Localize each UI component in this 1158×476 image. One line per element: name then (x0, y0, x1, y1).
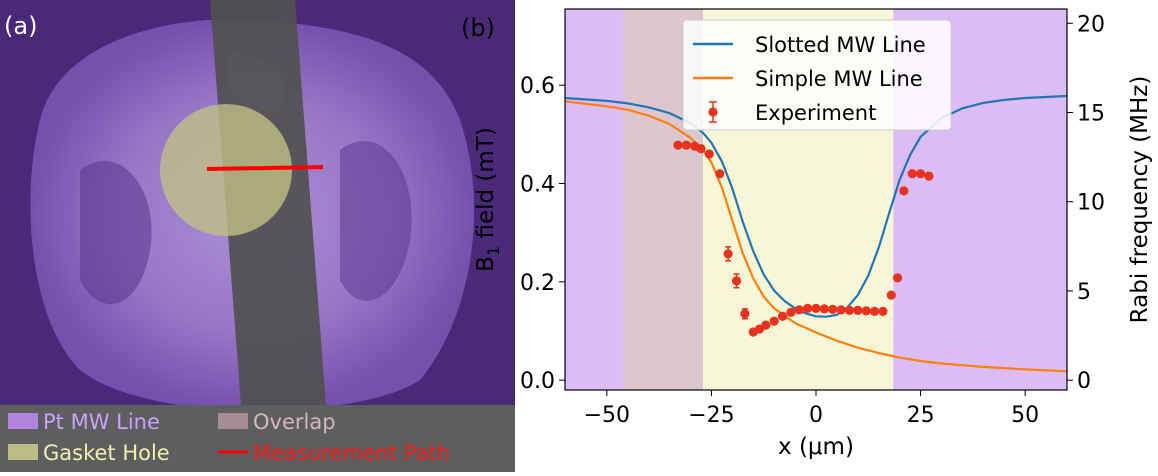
y-tick-label: 0.2 (520, 271, 555, 296)
y-right-tick-label: 5 (1077, 280, 1091, 305)
y-tick-label: 0.4 (520, 173, 555, 198)
data-point (819, 304, 829, 314)
data-point (828, 304, 838, 314)
legend-label-a: Gasket Hole (43, 441, 170, 465)
y-right-tick-label: 0 (1077, 369, 1091, 394)
data-point (681, 140, 691, 150)
data-point (731, 276, 742, 286)
y-right-axis-label: Rabi frequency (MHz) (1127, 76, 1153, 324)
y-right-tick-label: 10 (1077, 191, 1105, 216)
data-point (777, 311, 788, 321)
data-point (844, 305, 855, 315)
legend-a: Pt MW Line Overlap Gasket Hole Measurement … (8, 410, 450, 465)
data-point (892, 273, 903, 283)
series-line (564, 100, 1068, 373)
legend-label: Simple MW Line (755, 67, 923, 91)
legend-swatch (218, 413, 248, 429)
data-point (794, 305, 804, 315)
legend-label-a: Overlap (253, 410, 336, 434)
data-point (704, 149, 714, 159)
data-point (899, 186, 909, 196)
dark-patch (340, 141, 412, 301)
data-point (836, 305, 846, 315)
legend-label-a: Pt MW Line (43, 410, 160, 434)
legend-swatch (8, 413, 38, 429)
data-point (861, 306, 871, 316)
y-axis-label: B1 field (mT) (473, 127, 503, 272)
data-point (886, 290, 896, 300)
x-tick-label: 0 (809, 403, 823, 428)
legend-label: Slotted MW Line (755, 33, 926, 57)
panel-label-b: (b) (461, 14, 495, 42)
data-point (924, 171, 934, 181)
legend-box-a (0, 405, 515, 472)
chart-panel: (b) −50 −25 0 25 50 0.0 0.2 0.4 0.6 0 5 10 15 20 x (μm… (455, 0, 1158, 472)
data-point (907, 169, 917, 179)
y-tick-label: 0.0 (520, 369, 555, 394)
data-point (803, 303, 813, 313)
data-point (769, 316, 779, 326)
legend-swatch (8, 444, 38, 460)
data-point (869, 306, 880, 316)
data-point (673, 140, 683, 150)
micrograph: (a) Pt MW Line Overlap Gasket Hole Measurem… (0, 0, 515, 472)
y-tick-label: 0.6 (520, 74, 555, 99)
data-point (715, 169, 725, 179)
micrograph-panel: (a) Pt MW Line Overlap Gasket Hole Measurem… (0, 0, 515, 472)
data-point (786, 307, 796, 317)
panel-label-a: (a) (4, 12, 37, 40)
x-tick-label: −25 (688, 403, 734, 428)
region-band (565, 9, 624, 390)
data-point (811, 303, 821, 313)
x-axis-label: x (μm) (778, 434, 854, 460)
data-point (740, 309, 750, 319)
x-tick-label: 25 (907, 403, 935, 428)
y-right-tick-label: 20 (1077, 12, 1105, 37)
data-point (915, 169, 926, 179)
chart-legend: Slotted MW Line Simple MW Line Experiment (682, 19, 952, 131)
data-point (723, 249, 733, 259)
dark-patch (80, 161, 152, 304)
data-point (853, 305, 863, 315)
y-right-tick-label: 15 (1077, 102, 1105, 127)
legend-label: Experiment (755, 101, 876, 125)
data-point (878, 306, 888, 316)
legend-box (682, 19, 952, 131)
axes: −50 −25 0 25 50 0.0 0.2 0.4 0.6 0 5 10 15 20 x (μm) B1 … (473, 8, 1153, 460)
legend-marker (708, 107, 718, 117)
b1-field-chart: (b) −50 −25 0 25 50 0.0 0.2 0.4 0.6 0 5 10 15 20 x (μm… (461, 8, 1153, 460)
x-tick-label: 50 (1011, 403, 1039, 428)
legend-label-a: Measurement Path (253, 441, 450, 465)
data-point (696, 144, 706, 154)
measurement-path (206, 165, 324, 171)
data-point (761, 320, 771, 330)
x-tick-label: −50 (584, 403, 630, 428)
